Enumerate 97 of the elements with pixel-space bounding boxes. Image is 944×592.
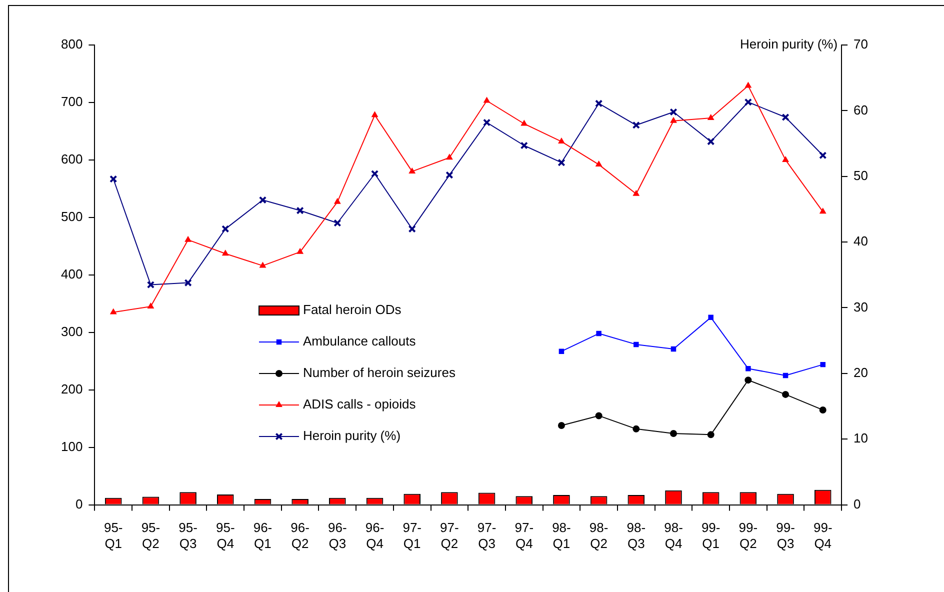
- x-tick-label: 95-Q3: [178, 520, 198, 551]
- y-tick-label: 200: [60, 381, 83, 396]
- x-tick-label: 98-Q2: [589, 520, 608, 551]
- point: [782, 372, 788, 378]
- point: [146, 280, 155, 289]
- point: [520, 142, 528, 150]
- legend-label: Number of heroin seizures: [302, 365, 456, 380]
- point: [408, 225, 416, 233]
- point: [633, 190, 640, 196]
- y2-tick-label: 30: [854, 299, 868, 314]
- y2-axis-title: Heroin purity (%): [740, 36, 838, 52]
- y2-tick-label: 0: [854, 496, 861, 512]
- point: [632, 121, 640, 129]
- point: [670, 346, 676, 352]
- x-tick-label: 98-Q4: [664, 520, 683, 551]
- point: [708, 314, 714, 320]
- x-tick-label: 98-Q3: [626, 520, 646, 551]
- point: [558, 348, 564, 354]
- point: [782, 113, 790, 122]
- x-tick-label: 96-Q4: [365, 520, 384, 551]
- point: [372, 112, 378, 118]
- point: [148, 303, 154, 309]
- point: [634, 342, 639, 348]
- point: [334, 219, 342, 227]
- x-tick-label: 95-Q1: [104, 520, 123, 551]
- x-tick-label: 96-Q3: [328, 520, 347, 551]
- point: [782, 390, 790, 398]
- y2-tick-label: 70: [854, 36, 868, 52]
- point: [334, 198, 341, 204]
- x-tick-label: 97-Q1: [402, 520, 422, 551]
- y2-tick-label: 60: [854, 102, 868, 118]
- point: [110, 308, 116, 314]
- point: [184, 278, 192, 287]
- legend-label: Ambulance callouts: [302, 334, 416, 349]
- point: [484, 97, 490, 103]
- y-tick-label: 100: [60, 438, 83, 454]
- x-tick-label: 95-Q2: [141, 520, 160, 551]
- point: [558, 158, 566, 166]
- point: [594, 100, 603, 108]
- point: [184, 236, 192, 242]
- x-tick-label: 95-Q4: [216, 520, 235, 551]
- point: [746, 366, 751, 372]
- x-tick-label: 98-Q1: [552, 520, 571, 551]
- point: [820, 362, 826, 368]
- y-tick-label: 700: [60, 94, 83, 110]
- legend-label: Heroin purity (%): [302, 428, 401, 444]
- point: [745, 82, 752, 88]
- y-tick-label: 400: [60, 266, 83, 282]
- x-tick-label: 96-Q1: [253, 520, 272, 551]
- point: [258, 196, 267, 204]
- y2-tick-label: 40: [854, 234, 868, 249]
- y2-tick-label: 50: [854, 168, 868, 183]
- point: [670, 117, 677, 123]
- point: [370, 170, 379, 178]
- point: [296, 206, 304, 214]
- point: [595, 412, 602, 420]
- point: [707, 138, 715, 146]
- x-tick-label: 99-Q4: [813, 520, 832, 551]
- y-tick-label: 800: [60, 36, 83, 52]
- legend-label: Fatal heroin ODs: [302, 302, 402, 318]
- x-tick-label: 97-Q2: [440, 520, 459, 551]
- point: [222, 250, 228, 256]
- point: [744, 98, 752, 106]
- point: [409, 168, 416, 174]
- point: [782, 156, 789, 162]
- point: [446, 171, 454, 179]
- x-tick-label: 97-Q3: [477, 520, 496, 551]
- point: [260, 262, 266, 268]
- point: [744, 376, 752, 384]
- point: [558, 138, 565, 144]
- point: [670, 108, 678, 116]
- point: [521, 120, 528, 126]
- legend-label: ADIS calls - opioids: [302, 396, 416, 412]
- point: [707, 431, 714, 438]
- x-tick-label: 99-Q2: [738, 520, 758, 551]
- point: [558, 422, 565, 429]
- point: [708, 114, 714, 120]
- y-tick-label: 600: [60, 152, 83, 167]
- point: [446, 154, 453, 160]
- y2-tick-label: 20: [854, 365, 868, 380]
- point: [596, 161, 602, 167]
- y2-tick-label: 10: [854, 430, 868, 446]
- y-tick-label: 0: [75, 496, 83, 512]
- x-tick-label: 97-Q4: [514, 520, 534, 551]
- x-tick-label: 99-Q1: [701, 520, 720, 551]
- point: [670, 430, 677, 438]
- point: [482, 118, 491, 126]
- y-tick-label: 300: [60, 324, 83, 339]
- point: [820, 208, 826, 214]
- x-tick-label: 99-Q3: [776, 520, 795, 551]
- point: [819, 406, 826, 414]
- point: [222, 225, 230, 233]
- point: [596, 330, 602, 336]
- point: [296, 248, 304, 254]
- point: [632, 425, 640, 432]
- y-tick-label: 500: [60, 209, 83, 224]
- x-tick-label: 96-Q2: [290, 520, 310, 551]
